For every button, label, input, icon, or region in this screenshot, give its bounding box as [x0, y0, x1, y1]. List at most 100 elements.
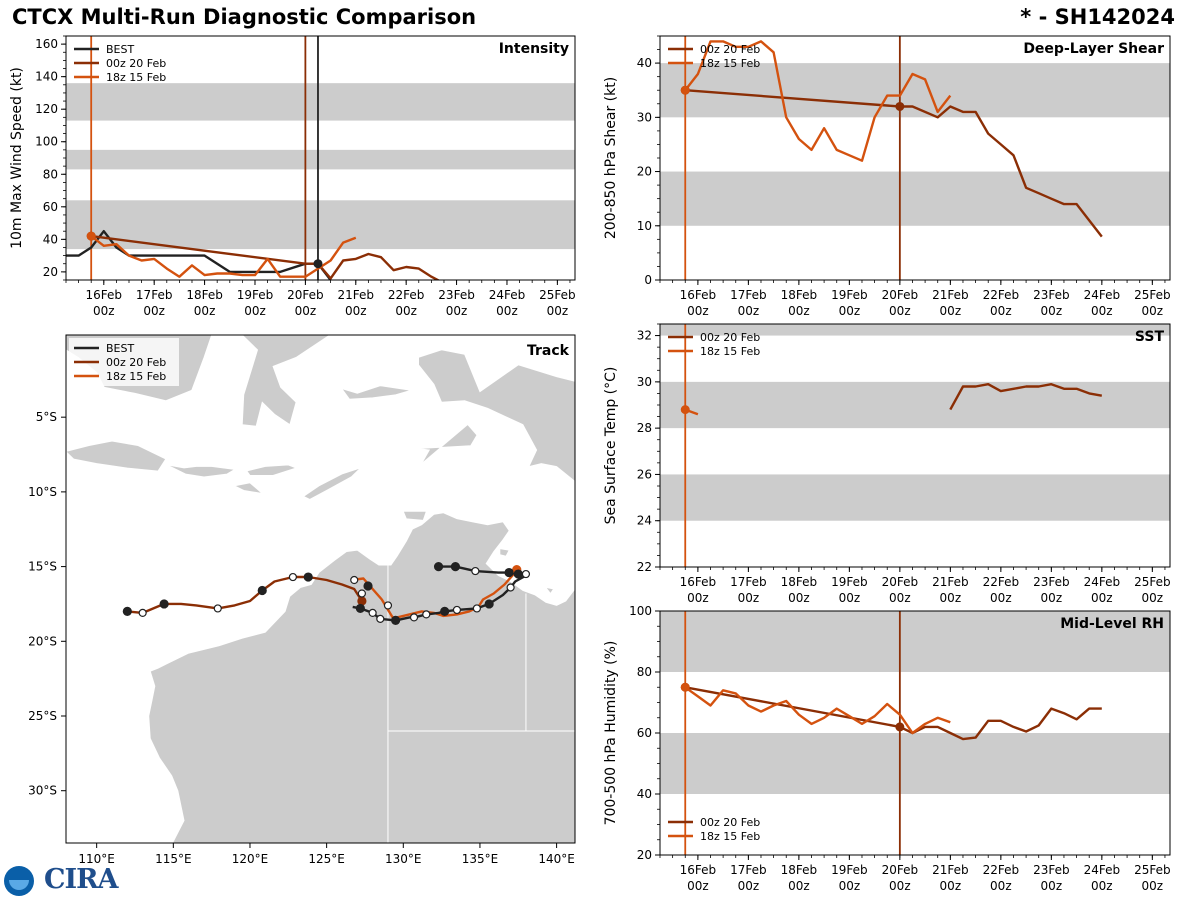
- track-point-best-19: [257, 585, 267, 596]
- track-point-best-14: [376, 614, 385, 623]
- seram-buru: [340, 385, 412, 400]
- track-point-best-4: [513, 569, 523, 579]
- track-point-best-3: [504, 567, 514, 578]
- sst-point-run18-0: [680, 405, 690, 415]
- sulawesi-island: [241, 335, 331, 427]
- rh-xtick-label-hour: 00z: [738, 879, 760, 893]
- track-plot-area: [66, 335, 575, 843]
- intensity-legend-label-best: BEST: [106, 43, 134, 56]
- rh-xtick-label-hour: 00z: [990, 879, 1012, 893]
- track-title: Track: [527, 343, 570, 359]
- rh-xtick-label-hour: 00z: [1041, 879, 1063, 893]
- rh-ytick-label: 80: [637, 665, 652, 679]
- intensity-xtick-label-hour: 00z: [446, 304, 468, 318]
- sst-xtick-label-hour: 00z: [940, 591, 962, 605]
- intensity-ytick-label: 40: [43, 232, 58, 246]
- sst-xtick-label-date: 22Feb: [983, 575, 1020, 589]
- track-point-best-25: [357, 589, 366, 598]
- shear-ylabel: 200-850 hPa Shear (kt): [603, 77, 619, 239]
- shear-xtick-label-hour: 00z: [687, 304, 709, 318]
- australia-landmass: [148, 512, 575, 843]
- intensity-xtick-label-hour: 00z: [345, 304, 367, 318]
- track-point-best-1: [450, 561, 461, 572]
- track-point-best-11: [422, 610, 431, 619]
- sst-band-1: [660, 381, 1170, 429]
- track-ytick-label: 5°S: [36, 410, 57, 424]
- shear-series-run18: [684, 40, 952, 162]
- shear-legend-label-run00: 00z 20 Feb: [700, 43, 760, 56]
- intensity-xtick-label-date: 21Feb: [338, 288, 375, 302]
- rh-xtick-label-date: 17Feb: [730, 863, 767, 877]
- noaa-logo-icon: [4, 866, 34, 896]
- rh-xtick-label-date: 18Feb: [781, 863, 818, 877]
- sst-xtick-label-date: 25Feb: [1134, 575, 1171, 589]
- track-series-run00: [127, 575, 363, 615]
- rh-xtick-label-hour: 00z: [889, 879, 911, 893]
- sst-series-run00: [949, 383, 1103, 411]
- java-island: [66, 440, 167, 472]
- intensity-title: Intensity: [499, 41, 569, 57]
- track-xtick-label: 125°E: [308, 852, 345, 866]
- track-ytick-label: 25°S: [28, 709, 57, 723]
- rh-xtick-label-date: 22Feb: [983, 863, 1020, 877]
- rh-xtick-label-date: 19Feb: [831, 863, 868, 877]
- cira-logo: CIRA: [4, 864, 119, 898]
- intensity-ytick-label: 160: [35, 37, 58, 51]
- sst-ytick-label: 24: [637, 514, 652, 528]
- sst-xtick-label-hour: 00z: [1142, 591, 1164, 605]
- timor-island: [302, 467, 361, 500]
- intensity-band-2: [66, 83, 575, 121]
- intensity-chart: 20 40 60 80 100 120 140 160 16Feb 00z 17Feb 00z 18Fe…: [9, 35, 576, 318]
- shear-xtick-label-hour: 00z: [990, 304, 1012, 318]
- track-point-best-15: [368, 608, 377, 618]
- intensity-xtick-label-date: 20Feb: [287, 288, 324, 302]
- track-point-best-13: [391, 615, 401, 625]
- intensity-ytick-label: 120: [35, 102, 58, 116]
- sst-xtick-label-hour: 00z: [1041, 591, 1063, 605]
- track-point-best-7: [484, 599, 494, 609]
- sst-ylabel: Sea Surface Temp (°C): [603, 367, 619, 525]
- shear-ytick-label: 20: [637, 165, 652, 179]
- groote-island: [499, 548, 510, 557]
- track-point-best-9: [452, 605, 462, 615]
- sst-xtick-label-date: 16Feb: [680, 575, 717, 589]
- shear-xtick-label-date: 16Feb: [680, 288, 717, 302]
- cira-logo-text: CIRA: [44, 864, 119, 895]
- rh-xtick-label-hour: 00z: [1091, 879, 1113, 893]
- track-legend-label-best: BEST: [106, 342, 134, 355]
- track-legend-label-run18: 18z 15 Feb: [106, 370, 166, 383]
- rh-plot-area: [680, 611, 1102, 855]
- track-ytick-label: 15°S: [28, 560, 57, 574]
- shear-xtick-label-hour: 00z: [1142, 304, 1164, 318]
- rh-xtick-label-date: 25Feb: [1134, 863, 1171, 877]
- sst-chart: 22 24 26 28 30 32 16Feb 00z 17Feb 00z 18Feb 00z 19Fe…: [603, 323, 1171, 605]
- rh-ytick-label: 60: [637, 726, 652, 740]
- new-guinea: [418, 349, 575, 482]
- sumba-island: [233, 482, 264, 495]
- sst-xtick-label-date: 23Feb: [1033, 575, 1070, 589]
- rh-xtick-label-hour: 00z: [940, 879, 962, 893]
- intensity-ytick-label: 100: [35, 135, 58, 149]
- sst-xtick-label-hour: 00z: [788, 591, 810, 605]
- rh-legend-label-run00: 00z 20 Feb: [700, 816, 760, 829]
- track-point-best-6: [506, 583, 515, 592]
- shear-ytick-label: 0: [644, 273, 652, 287]
- sst-band-2: [660, 324, 1170, 336]
- intensity-series-best: [66, 229, 332, 280]
- shear-ytick-label: 30: [637, 110, 652, 124]
- track-xtick-label: 135°E: [462, 852, 499, 866]
- shear-xtick-label-date: 21Feb: [932, 288, 969, 302]
- rh-title: Mid-Level RH: [1060, 616, 1164, 632]
- shear-band-0: [660, 171, 1170, 226]
- sst-xtick-label-hour: 00z: [839, 591, 861, 605]
- track-xtick-label: 120°E: [232, 852, 269, 866]
- intensity-legend-label-run18: 18z 15 Feb: [106, 71, 166, 84]
- track-series-run18: [351, 568, 518, 619]
- rh-band-1: [660, 611, 1170, 672]
- rh-xtick-label-hour: 00z: [687, 879, 709, 893]
- shear-xtick-label-date: 22Feb: [983, 288, 1020, 302]
- track-chart: 110°E 115°E 120°E 125°E 130°E 135°E 140°E 5°S 10…: [28, 334, 576, 866]
- shear-legend-label-run18: 18z 15 Feb: [700, 57, 760, 70]
- shear-point-run00-1: [895, 101, 905, 111]
- intensity-xtick-label-hour: 00z: [194, 304, 216, 318]
